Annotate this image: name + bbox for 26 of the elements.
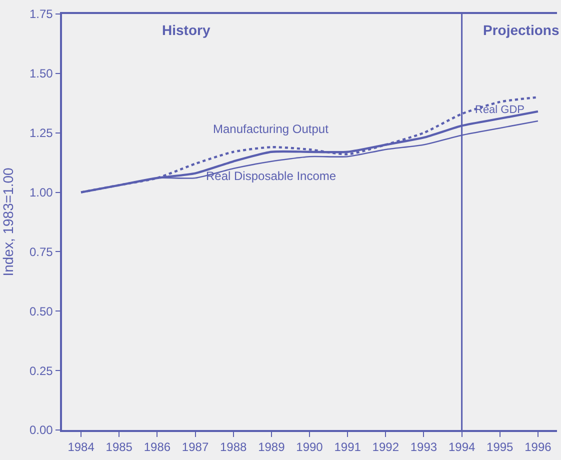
x-tick-label: 1989 — [258, 440, 286, 454]
y-tick-label: 0.00 — [29, 423, 54, 438]
x-tick-label: 1985 — [106, 440, 133, 454]
x-tick-label: 1990 — [296, 440, 324, 454]
y-axis-title: Index, 1983=1.00 — [0, 167, 16, 276]
y-tick-label: 1.75 — [29, 7, 54, 22]
y-tick-label: 1.00 — [29, 185, 54, 200]
x-tick-label: 1992 — [372, 440, 400, 454]
y-tick-label: 1.25 — [29, 126, 54, 140]
x-tick-label: 1993 — [410, 440, 438, 454]
y-tick-label: 1.50 — [29, 66, 54, 81]
y-tick-label: 0.50 — [29, 304, 54, 318]
x-tick-label: 1995 — [486, 440, 514, 454]
x-tick-label: 1994 — [448, 440, 476, 454]
x-tick-label: 1987 — [182, 440, 209, 454]
series-label: Real Disposable Income — [206, 169, 336, 183]
x-tick-label: 1996 — [524, 440, 552, 454]
x-tick-label: 1988 — [220, 440, 248, 454]
y-tick-label: 0.25 — [29, 364, 54, 378]
x-tick-label: 1984 — [68, 440, 95, 454]
x-tick-label: 1986 — [144, 440, 171, 454]
y-tick-label: 0.75 — [29, 244, 54, 259]
x-tick-label: 1991 — [334, 440, 362, 454]
series-label: Manufacturing Output — [213, 122, 330, 136]
annotation: Projections — [483, 22, 560, 38]
annotation: History — [162, 22, 210, 38]
